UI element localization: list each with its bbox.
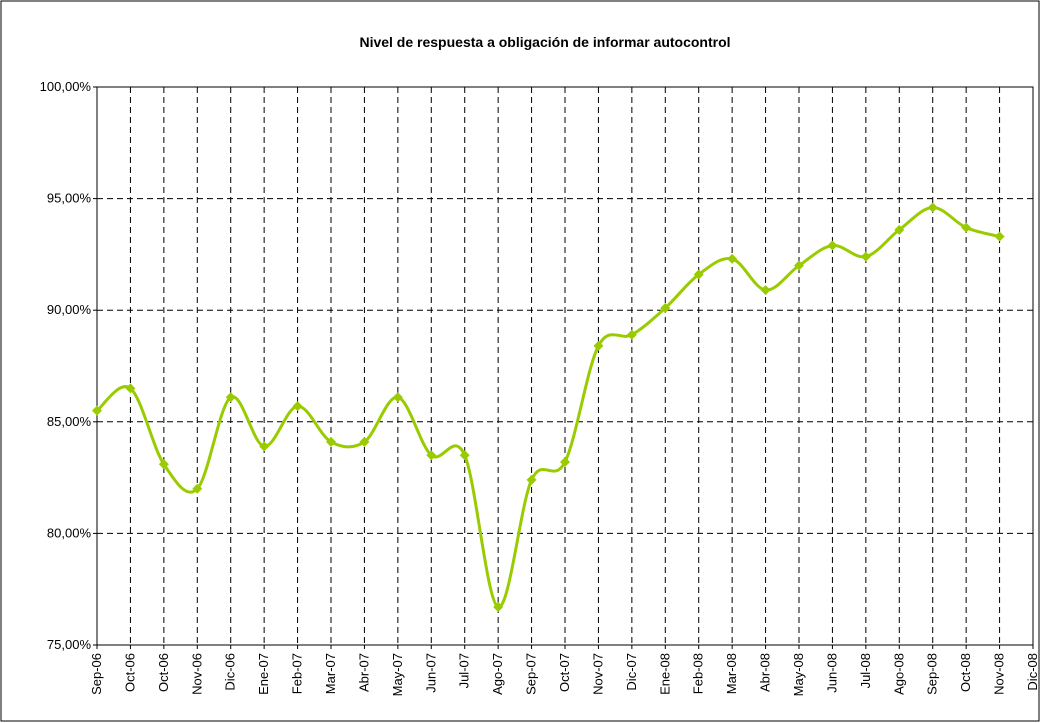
point-marker [459,450,470,461]
x-tick-label: Mar-08 [724,653,739,694]
point-marker [125,383,136,394]
point-marker [526,474,537,485]
point-marker [292,401,303,412]
y-tick-label: 85,00% [47,414,92,429]
x-tick-label: Ago-07 [490,653,505,695]
x-tick-label: Oct-06 [156,653,171,692]
x-tick-label: Oct-07 [557,653,572,692]
point-marker [727,253,738,264]
point-marker [626,329,637,340]
x-tick-label: Ene-07 [256,653,271,695]
x-tick-label: Jun-07 [423,653,438,693]
x-tick-label: Jul-07 [457,653,472,688]
x-tick-label: Sep-08 [925,653,940,695]
point-marker [92,405,102,416]
point-marker [693,269,704,280]
x-tick-label: Dic-06 [223,653,238,691]
x-tick-label: Ago-08 [891,653,906,695]
x-tick-label: Jul-08 [858,653,873,688]
x-tick-label: Abr-07 [356,653,371,692]
y-tick-label: 100,00% [40,79,92,94]
point-marker [392,392,403,403]
point-marker [860,251,871,262]
point-marker [593,340,604,351]
x-tick-label: Oct-08 [958,653,973,692]
point-marker [225,392,236,403]
x-tick-label: Dic-07 [624,653,639,691]
x-tick-label: Jun-08 [824,653,839,693]
x-tick-label: May-08 [791,653,806,696]
x-tick-label: Nov-07 [590,653,605,695]
point-marker [426,450,437,461]
point-marker [192,483,203,494]
x-tick-label: Mar-07 [323,653,338,694]
point-marker [961,222,972,233]
x-tick-label: Abr-08 [758,653,773,692]
point-marker [158,459,169,470]
x-tick-label: Sep-07 [524,653,539,695]
y-tick-label: 90,00% [47,302,92,317]
point-marker [994,231,1005,242]
y-tick-label: 75,00% [47,637,92,652]
point-marker [326,436,336,447]
x-tick-label: Oct-06 [122,653,137,692]
y-tick-label: 95,00% [47,191,92,206]
x-tick-label: May-07 [390,653,405,696]
point-marker [794,260,804,271]
x-tick-label: Sep-06 [89,653,104,695]
point-marker [359,436,370,447]
x-tick-label: Feb-08 [691,653,706,694]
x-tick-label: Nov-08 [992,653,1007,695]
x-tick-label: Dic-08 [1025,653,1040,691]
point-marker [760,285,771,296]
point-marker [660,302,671,313]
point-marker [493,602,504,613]
x-tick-label: Feb-07 [290,653,305,694]
point-marker [560,456,570,467]
point-marker [827,240,838,251]
y-tick-label: 80,00% [47,525,92,540]
point-marker [259,441,270,452]
point-marker [927,202,938,213]
point-marker [894,224,905,235]
chart-title: Nivel de respuesta a obligación de infor… [359,34,730,50]
x-tick-label: Ene-08 [657,653,672,695]
x-tick-label: Nov-06 [189,653,204,695]
